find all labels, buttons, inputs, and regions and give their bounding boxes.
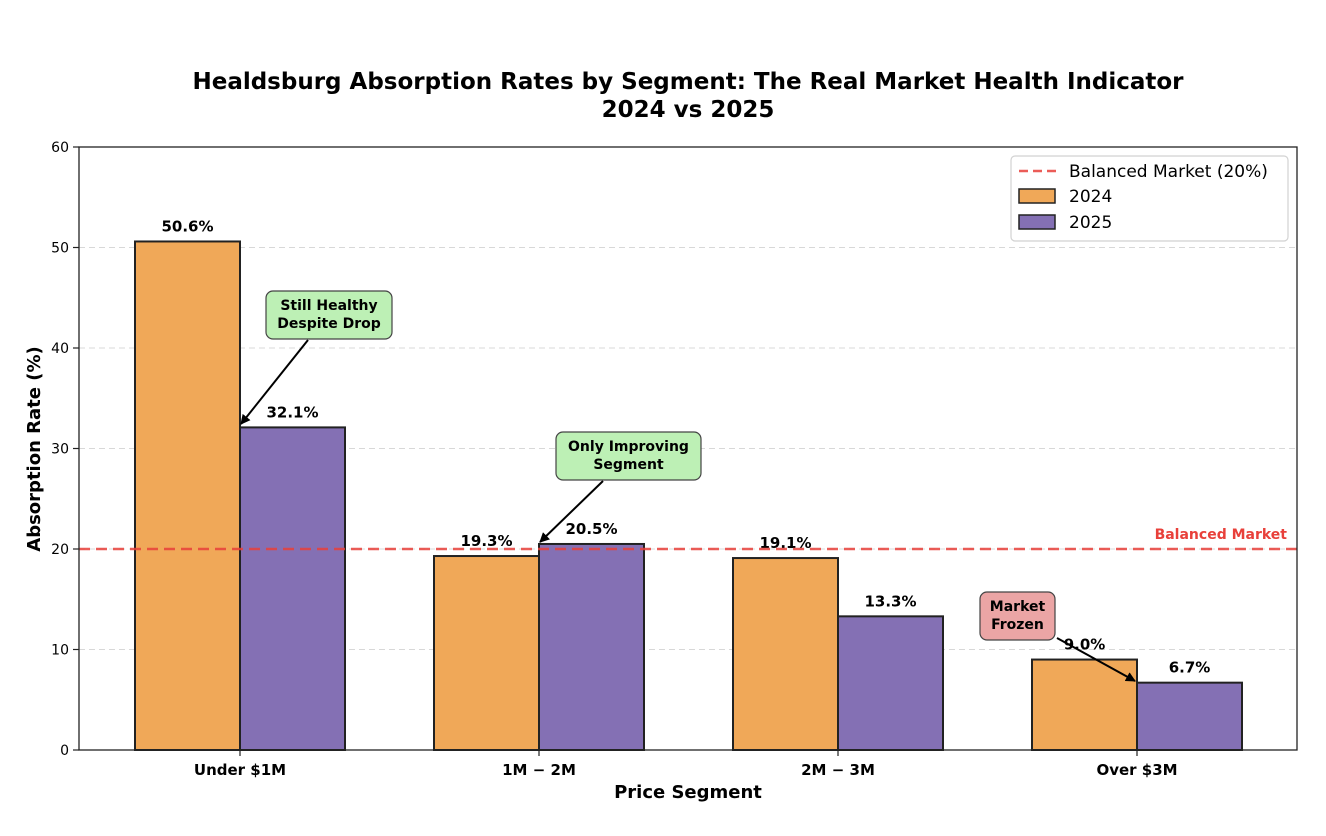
- y-tick-label: 40: [51, 341, 69, 357]
- value-label: 32.1%: [266, 403, 318, 421]
- legend-box: [1010, 155, 1289, 242]
- x-tick-label: Under $1M: [194, 761, 286, 779]
- value-label: 20.5%: [565, 520, 617, 538]
- bar-2024-1: [433, 555, 540, 751]
- annotations: Still Healthy Despite Drop Only Improving S…: [240, 290, 1136, 682]
- annotation-text: Despite Drop: [277, 316, 381, 332]
- x-tick-label: Over $3M: [1096, 761, 1177, 779]
- y-tick-label: 60: [51, 140, 69, 156]
- annotation-text: Segment: [593, 457, 664, 473]
- annotation-text: Still Healthy: [280, 298, 377, 314]
- value-labels: 50.6% 19.3% 19.1% 9.0% 32.1% 20.5% 13.3% 6.7%: [161, 217, 1210, 676]
- value-label: 19.1%: [759, 534, 811, 552]
- annotation-arrow: [1056, 637, 1136, 682]
- bar-2024-0: [134, 240, 241, 751]
- bar-2025-3: [1136, 681, 1243, 751]
- y-tick-label: 0: [60, 743, 69, 759]
- y-tick-label: 20: [51, 542, 69, 558]
- bar-2024-3: [1031, 658, 1138, 751]
- annotation-box: [979, 591, 1056, 641]
- value-label: 50.6%: [161, 217, 213, 235]
- legend-swatch-2024: [1018, 188, 1056, 204]
- value-label: 6.7%: [1169, 659, 1211, 677]
- y-tick-label: 30: [51, 442, 69, 458]
- value-label: 13.3%: [864, 592, 916, 610]
- x-axis-label: Price Segment: [614, 782, 762, 803]
- annotation-text: Market: [990, 599, 1046, 615]
- legend-label-2024: 2024: [1069, 187, 1112, 207]
- chart-subtitle: 2024 vs 2025: [602, 97, 775, 123]
- reference-line-label: Balanced Market: [1155, 527, 1288, 543]
- bar-2024-2: [732, 557, 839, 751]
- bar-2025-0: [239, 426, 346, 751]
- bars: [134, 240, 1243, 752]
- x-tick-label: 1M − 2M: [502, 761, 576, 779]
- legend-swatch-2025: [1018, 214, 1056, 230]
- annotation-text: Only Improving: [568, 439, 689, 455]
- annotation-arrow: [240, 339, 309, 425]
- annotation-text: Frozen: [991, 617, 1044, 633]
- annotation-box: [265, 290, 393, 340]
- x-axis: Under $1M 1M − 2M 2M − 3M Over $3M: [194, 750, 1178, 779]
- reference-line-group: Balanced Market: [1155, 527, 1288, 543]
- y-tick-label: 50: [51, 241, 69, 257]
- bar-2025-2: [837, 615, 944, 752]
- y-axis: 0 10 20 30 40 50 60: [51, 140, 79, 759]
- annotation-arrow: [539, 480, 604, 543]
- value-label: 19.3%: [460, 532, 512, 550]
- x-tick-label: 2M − 3M: [801, 761, 875, 779]
- legend-label-2025: 2025: [1069, 213, 1112, 233]
- legend: Balanced Market (20%) 2024 2025: [1010, 155, 1289, 242]
- y-axis-label: Absorption Rate (%): [24, 346, 45, 551]
- value-label: 9.0%: [1064, 636, 1106, 654]
- y-tick-label: 10: [51, 643, 69, 659]
- bar-2025-1: [538, 542, 645, 751]
- annotation-box: [555, 431, 702, 481]
- legend-label-reference: Balanced Market (20%): [1069, 162, 1268, 182]
- chart-title: Healdsburg Absorption Rates by Segment: …: [192, 69, 1184, 95]
